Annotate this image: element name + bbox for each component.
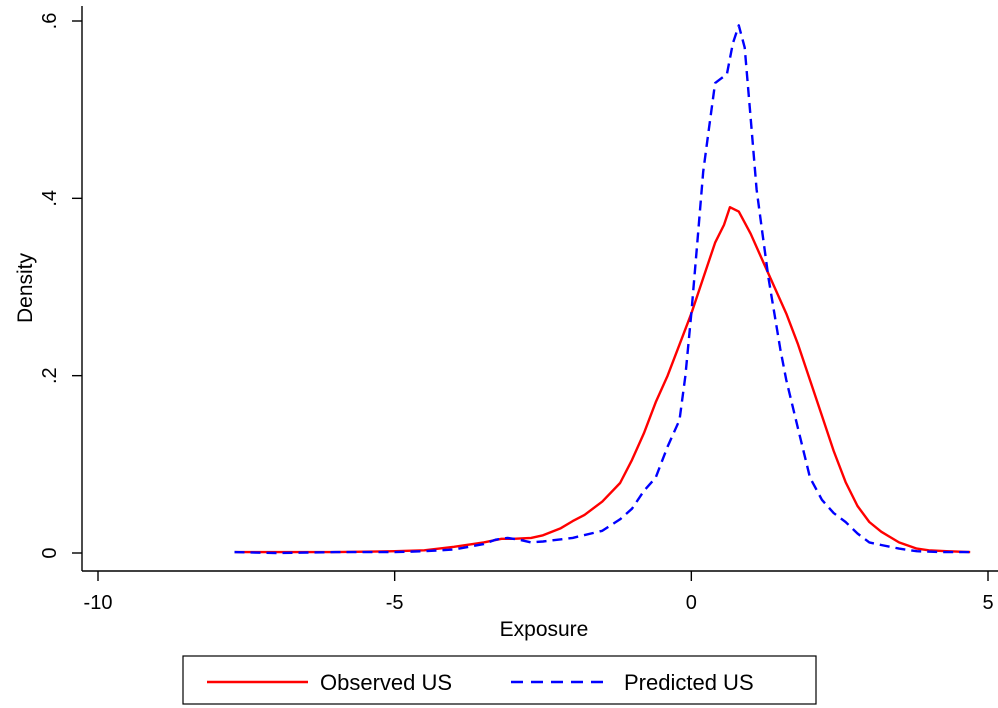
- x-tick-label: -5: [386, 592, 404, 614]
- y-tick-label: 0: [39, 547, 61, 558]
- y-tick-label: .6: [39, 13, 61, 30]
- y-axis-title: Density: [14, 252, 37, 323]
- x-tick-label: 0: [686, 592, 697, 614]
- series-line-observed: [234, 205, 971, 554]
- series-line-predicted: [234, 24, 971, 555]
- x-axis-ticks: -10 -5 0 5: [84, 571, 994, 614]
- x-axis-title: Exposure: [500, 618, 589, 641]
- legend-label-predicted: Predicted US: [624, 670, 754, 695]
- x-tick-label: 5: [982, 592, 993, 614]
- plot-lines: [234, 24, 971, 555]
- x-tick-label: -10: [84, 592, 113, 614]
- legend-label-observed: Observed US: [320, 670, 452, 695]
- legend: Observed US Predicted US: [182, 655, 817, 705]
- y-tick-label: .4: [39, 190, 61, 207]
- y-tick-label: .2: [39, 367, 61, 384]
- legend-box: [182, 655, 817, 705]
- y-axis-ticks: 0 .2 .4 .6: [39, 13, 82, 559]
